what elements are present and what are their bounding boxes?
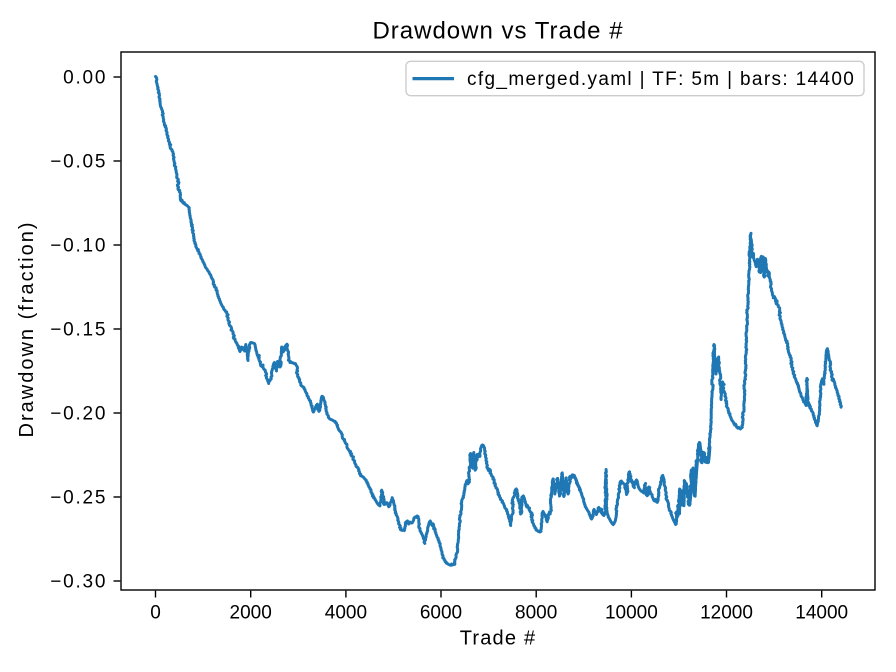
svg-text:−0.30: −0.30	[50, 572, 107, 593]
svg-text:−0.20: −0.20	[50, 404, 107, 425]
svg-text:−0.10: −0.10	[50, 236, 107, 257]
svg-text:Drawdown (fraction): Drawdown (fraction)	[16, 221, 38, 438]
svg-text:cfg_merged.yaml | TF: 5m | bar: cfg_merged.yaml | TF: 5m | bars: 14400	[467, 69, 855, 90]
svg-text:−0.05: −0.05	[50, 152, 107, 173]
svg-text:4000: 4000	[325, 603, 367, 624]
svg-text:12000: 12000	[700, 603, 753, 624]
svg-text:0.00: 0.00	[63, 68, 107, 89]
svg-text:Trade #: Trade #	[460, 628, 537, 650]
svg-text:−0.25: −0.25	[50, 488, 107, 509]
svg-text:Drawdown vs Trade #: Drawdown vs Trade #	[372, 18, 623, 45]
svg-text:−0.15: −0.15	[50, 320, 107, 341]
svg-text:10000: 10000	[605, 603, 658, 624]
svg-text:8000: 8000	[515, 603, 557, 624]
svg-text:6000: 6000	[420, 603, 462, 624]
svg-text:14000: 14000	[795, 603, 848, 624]
svg-text:0: 0	[150, 603, 161, 624]
svg-text:2000: 2000	[230, 603, 272, 624]
